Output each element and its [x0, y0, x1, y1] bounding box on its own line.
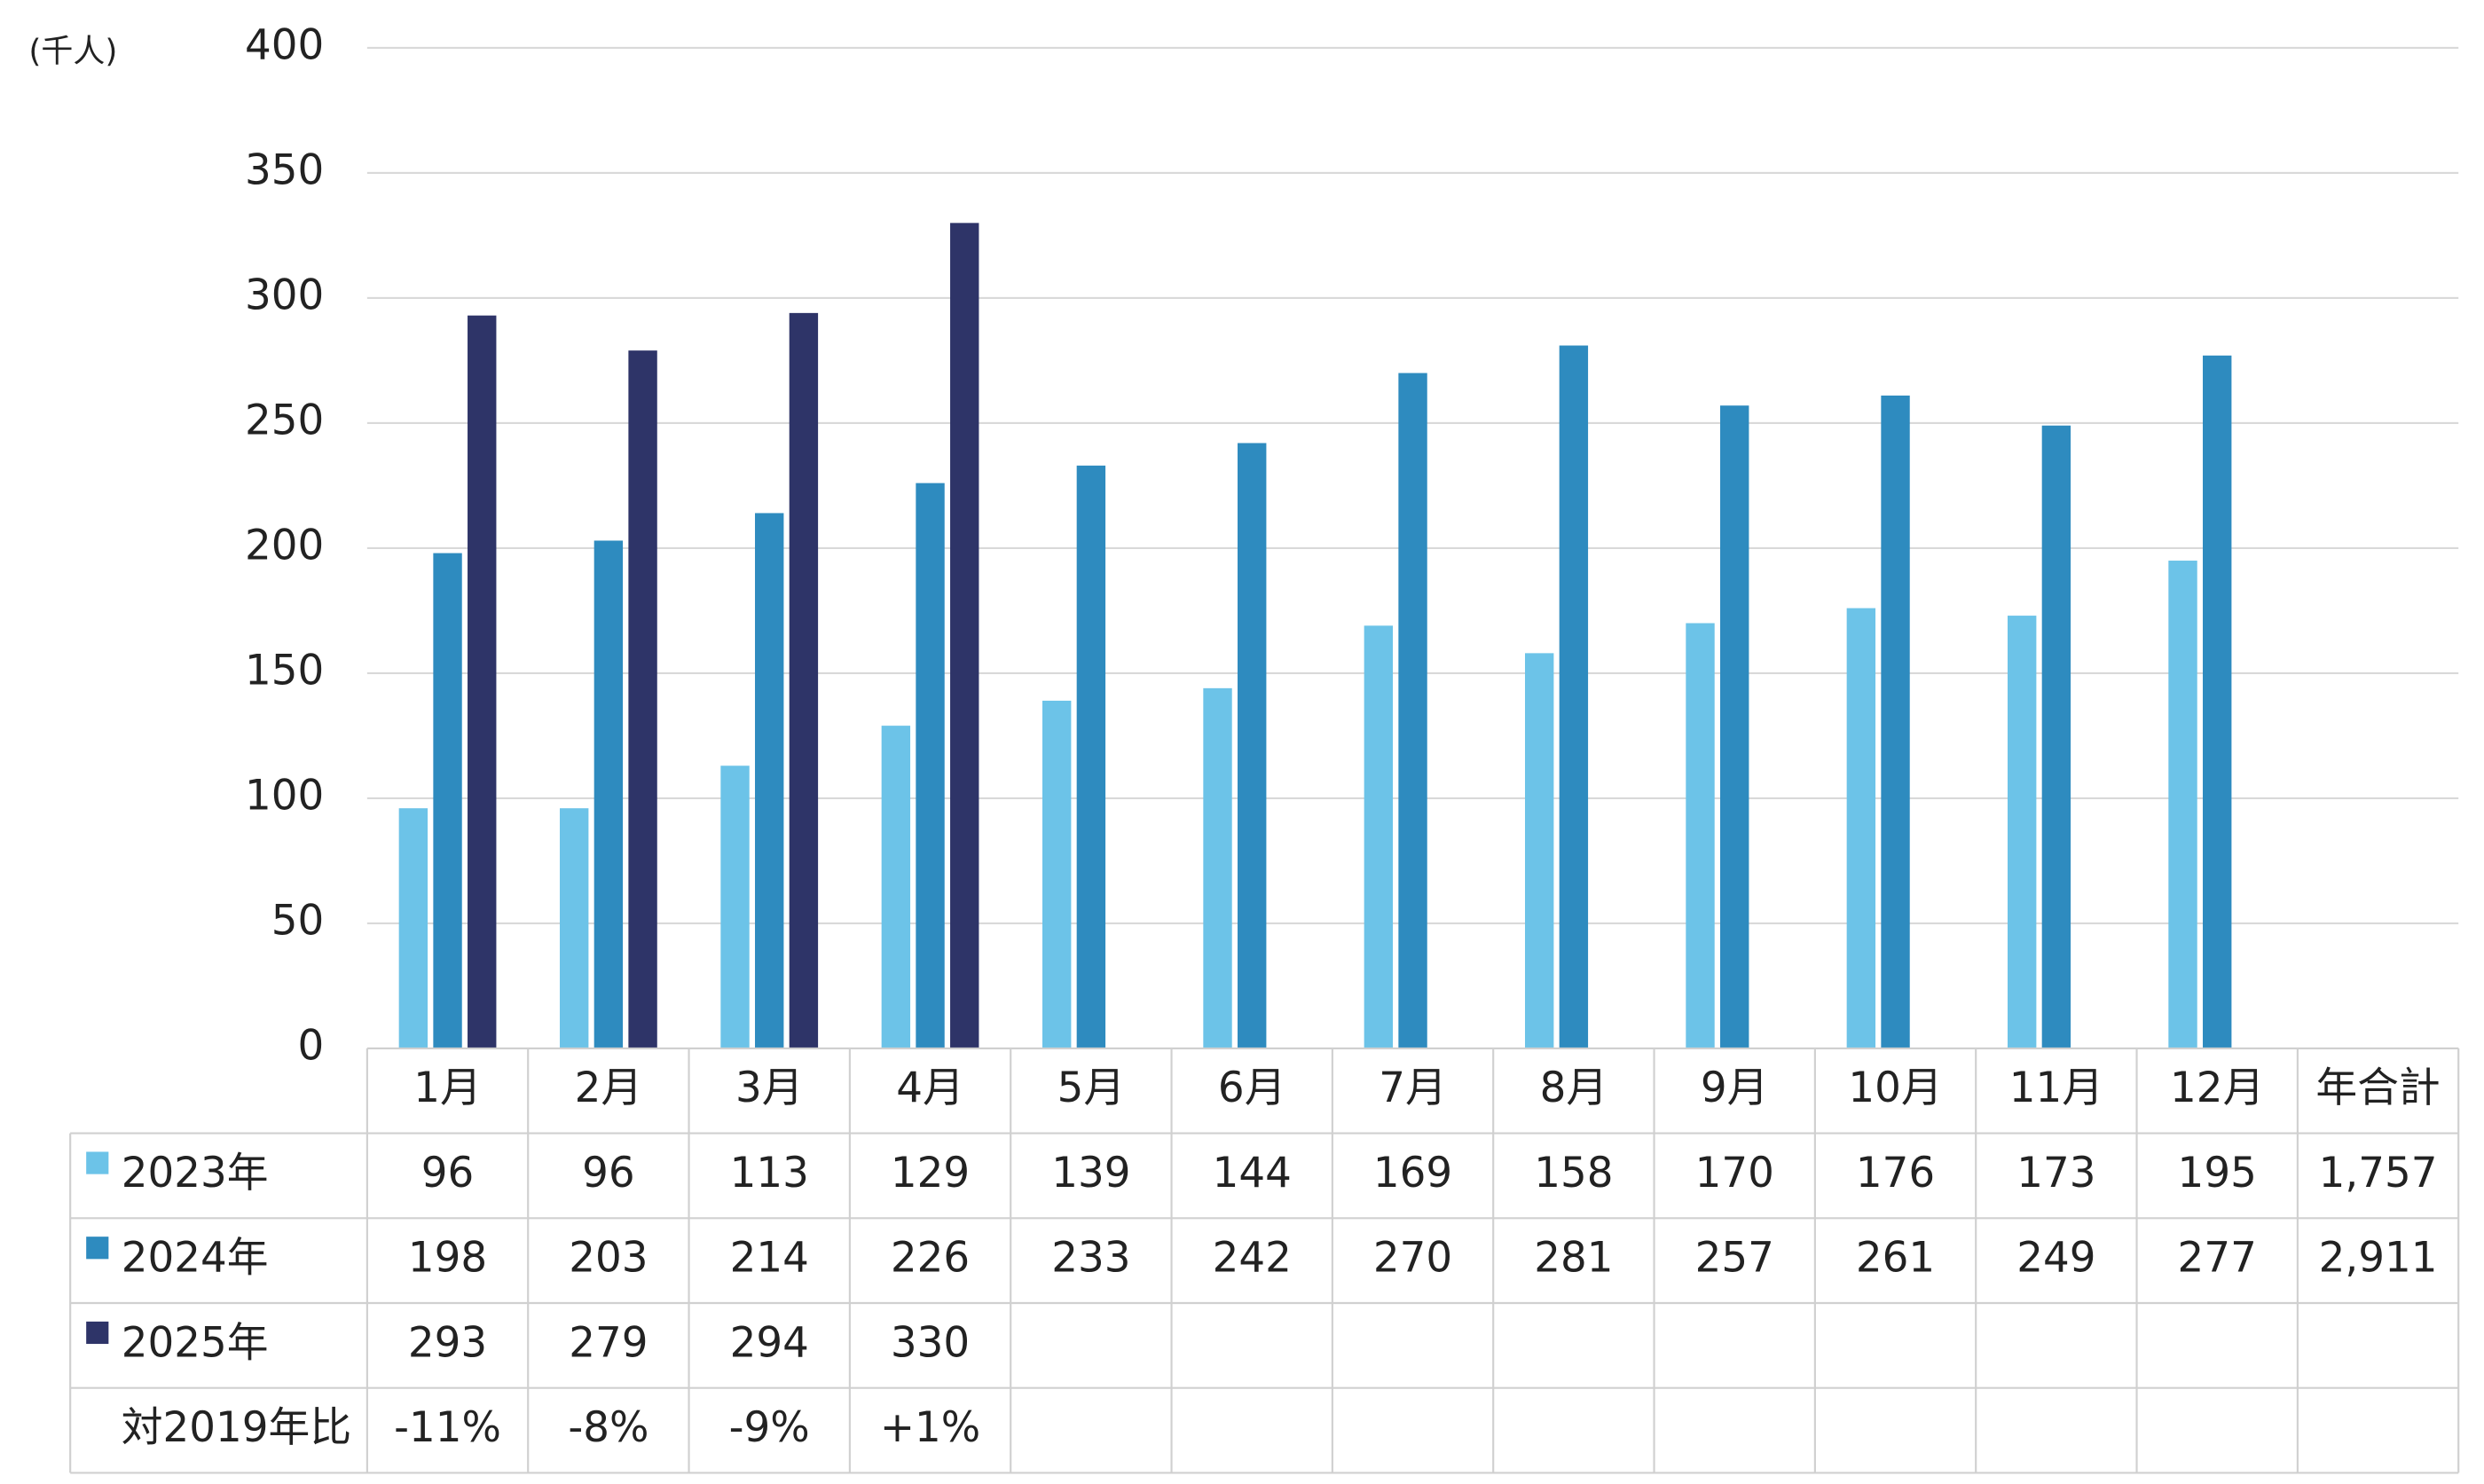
x-tick-label: 11月 [2009, 1064, 2103, 1112]
bar [789, 312, 819, 1048]
table-value: 281 [1534, 1235, 1613, 1283]
y-tick-label: 400 [245, 21, 324, 69]
x-tick-label: 9月 [1701, 1064, 1769, 1112]
table-value: 139 [1051, 1150, 1130, 1197]
table-value: 261 [1856, 1235, 1935, 1283]
table-value: 173 [2016, 1150, 2095, 1197]
y-tick-label: 150 [245, 647, 324, 695]
y-tick-label: 50 [271, 897, 325, 945]
x-tick-label: 1月 [413, 1064, 482, 1112]
table-value: 198 [408, 1235, 487, 1283]
table-value: 242 [1213, 1235, 1292, 1283]
legend-swatch [86, 1321, 109, 1345]
bar [2203, 355, 2232, 1048]
table-value: 294 [730, 1319, 809, 1367]
legend-swatch [86, 1151, 109, 1174]
ratio-label: 対2019年比 [122, 1404, 351, 1452]
table-value: 249 [2016, 1235, 2095, 1283]
table-value: 270 [1373, 1235, 1452, 1283]
bar [2041, 425, 2071, 1048]
table-total: 2,911 [2319, 1235, 2438, 1283]
bar [1686, 623, 1715, 1048]
table-value: 144 [1213, 1150, 1292, 1197]
table-value: 113 [730, 1150, 809, 1197]
y-tick-label: 250 [245, 397, 324, 444]
bar [1238, 443, 1267, 1048]
legend-label: 2023年 [122, 1150, 269, 1197]
table-value: 176 [1856, 1150, 1935, 1197]
bar [2168, 561, 2197, 1048]
y-tick-label: 100 [245, 772, 324, 820]
legend-label: 2024年 [122, 1235, 269, 1283]
ratio-value: +1% [880, 1404, 980, 1452]
bar [1881, 395, 1910, 1048]
bar [720, 766, 750, 1048]
bar [755, 513, 784, 1048]
bar [881, 726, 911, 1048]
table-value: 214 [730, 1235, 809, 1283]
bar [950, 223, 979, 1048]
bar [1076, 465, 1106, 1048]
table-value: 257 [1695, 1235, 1774, 1283]
y-axis-label: (千人) [28, 33, 117, 69]
bar [2007, 616, 2037, 1048]
x-tick-label: 3月 [735, 1064, 804, 1112]
y-tick-label: 0 [298, 1022, 325, 1070]
bar [628, 350, 657, 1048]
bar [593, 540, 624, 1048]
x-tick-label: 2月 [575, 1064, 643, 1112]
table-value: 96 [582, 1150, 635, 1197]
x-tick-label: 7月 [1379, 1064, 1447, 1112]
x-tick-label: 5月 [1057, 1064, 1126, 1112]
x-tick-label: 6月 [1218, 1064, 1286, 1112]
bar [559, 808, 589, 1048]
table-value: 330 [891, 1319, 970, 1367]
legend-swatch [86, 1237, 109, 1260]
bar [1846, 608, 1876, 1048]
bar [398, 808, 428, 1048]
total-header: 年合計 [2315, 1064, 2440, 1112]
table-value: 293 [408, 1319, 487, 1367]
bar [1524, 653, 1554, 1048]
table-value: 170 [1695, 1150, 1774, 1197]
bar [1398, 373, 1427, 1048]
bar [1042, 700, 1072, 1048]
table-value: 279 [569, 1319, 648, 1367]
table-value: 226 [891, 1235, 970, 1283]
table-value: 277 [2178, 1235, 2257, 1283]
table-value: 96 [421, 1150, 475, 1197]
table-value: 195 [2178, 1150, 2257, 1197]
bar [1720, 405, 1749, 1048]
x-tick-label: 4月 [896, 1064, 964, 1112]
x-tick-label: 8月 [1540, 1064, 1608, 1112]
table-total: 1,757 [2319, 1150, 2438, 1197]
ratio-value: -9% [729, 1404, 810, 1452]
bar [433, 553, 462, 1048]
legend-label: 2025年 [122, 1319, 269, 1367]
table-value: 233 [1051, 1235, 1130, 1283]
bar [1559, 345, 1589, 1048]
ratio-value: -8% [568, 1404, 649, 1452]
table-value: 203 [569, 1235, 648, 1283]
bar [1364, 625, 1394, 1048]
bar [916, 483, 945, 1048]
x-tick-label: 12月 [2170, 1064, 2264, 1112]
y-tick-label: 350 [245, 146, 324, 194]
table-value: 158 [1534, 1150, 1613, 1197]
y-tick-label: 200 [245, 522, 324, 569]
table-value: 129 [891, 1150, 970, 1197]
bar [468, 315, 497, 1048]
ratio-value: -11% [394, 1404, 501, 1452]
bar [1203, 687, 1232, 1048]
table-value: 169 [1373, 1150, 1452, 1197]
x-tick-label: 10月 [1848, 1064, 1942, 1112]
y-tick-label: 300 [245, 271, 324, 319]
